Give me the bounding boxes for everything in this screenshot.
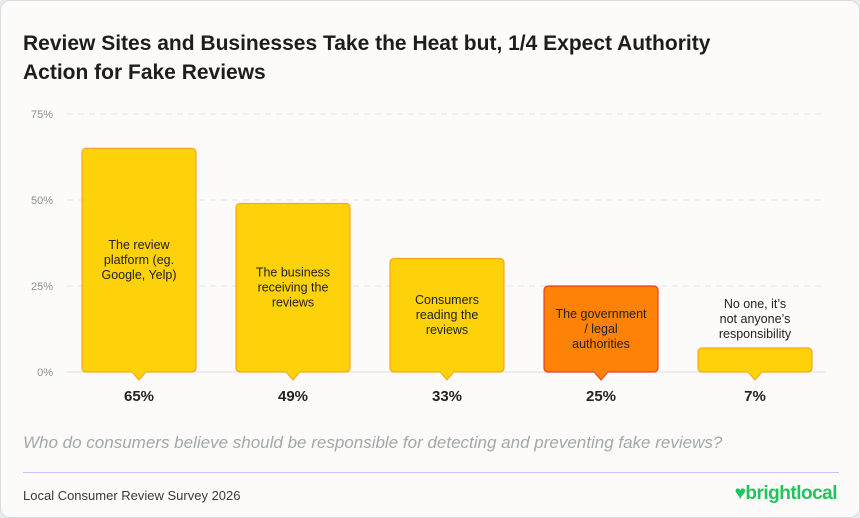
y-tick-label: 50%: [31, 195, 53, 207]
value-label: 33%: [432, 388, 462, 405]
category-label: No one, it’s not anyone’s responsibility: [719, 297, 792, 341]
brightlocal-logo: ♥brightlocal: [734, 483, 838, 505]
bar: [697, 347, 813, 373]
category-label: The government / legal authorities: [555, 307, 647, 351]
bar-pointer: [592, 371, 610, 381]
logo-text: brightlocal: [745, 483, 837, 504]
bar-pointer-join: [748, 370, 762, 373]
y-tick-label: 25%: [31, 281, 53, 293]
bar-chart: 0% 25% 50% 75% 65% The review platform (eg. Goo…: [31, 109, 826, 405]
footer-source: Local Consumer Review Survey 2026: [23, 488, 241, 503]
value-label: 25%: [586, 388, 616, 405]
heart-pin-icon: ♥: [734, 483, 746, 504]
y-tick-label: 0%: [37, 367, 53, 379]
bar-pointer-join: [594, 370, 608, 373]
bar-pointer-join: [286, 370, 300, 373]
value-label: 49%: [278, 388, 308, 405]
bar-pointer: [284, 371, 302, 381]
category-label: The review platform (eg. Google, Yelp): [101, 238, 176, 282]
bar-pointer: [130, 371, 148, 381]
bar-pointer: [746, 371, 764, 381]
category-label: Consumers reading the reviews: [415, 293, 479, 337]
y-tick-label: 75%: [31, 109, 53, 121]
bar-pointer: [438, 371, 456, 381]
category-label: The business receiving the reviews: [256, 266, 330, 310]
divider: [23, 472, 839, 473]
bar-pointer-join: [132, 370, 146, 373]
chart-question: Who do consumers believe should be respo…: [23, 433, 723, 452]
value-label: 65%: [124, 388, 154, 405]
chart-title: Review Sites and Businesses Take the Hea…: [23, 32, 711, 84]
value-label: 7%: [744, 388, 766, 405]
bar-pointer-join: [440, 370, 454, 373]
